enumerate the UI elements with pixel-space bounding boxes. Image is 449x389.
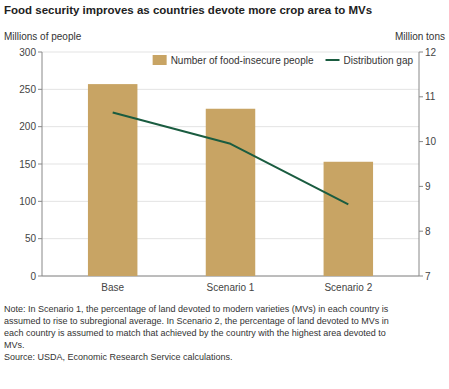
y-tick-label: 0 bbox=[30, 271, 36, 282]
note: each country is assumed to match that ac… bbox=[4, 328, 386, 338]
x-tick-label: Scenario 2 bbox=[324, 282, 372, 293]
note: assumed to rise to subregional average. … bbox=[4, 316, 389, 326]
y2-axis-line bbox=[419, 52, 420, 276]
note: Note: In Scenario 1, the percentage of l… bbox=[4, 304, 389, 314]
y2-tick bbox=[419, 276, 423, 277]
y-tick bbox=[38, 126, 42, 127]
y2-tick bbox=[419, 186, 423, 187]
y2-tick bbox=[419, 52, 423, 53]
legend: Number of food-insecure people Distributi… bbox=[153, 55, 414, 66]
marks bbox=[88, 84, 373, 276]
axes: 0 50 100 150 200 250 300 7 8 9 10 11 12 Base Scenario … bbox=[19, 47, 436, 294]
y2-tick bbox=[419, 96, 423, 97]
grid-line bbox=[42, 52, 419, 53]
line bbox=[113, 112, 349, 204]
y2-tick-label: 10 bbox=[425, 136, 437, 147]
legend-item: Distribution gap bbox=[326, 55, 414, 66]
legend-label: Distribution gap bbox=[344, 55, 414, 66]
y-axis-label: Millions of people bbox=[4, 31, 82, 42]
y2-tick bbox=[419, 231, 423, 232]
note: MVs. bbox=[4, 340, 25, 350]
y-tick-label: 200 bbox=[19, 121, 36, 132]
y2-tick-label: 11 bbox=[425, 91, 436, 102]
note: Source: USDA, Economic Research Service … bbox=[4, 352, 233, 362]
legend-label: Number of food-insecure people bbox=[171, 55, 314, 66]
y-tick-label: 250 bbox=[19, 84, 36, 95]
y-tick bbox=[38, 201, 42, 202]
y2-tick-label: 12 bbox=[425, 47, 437, 58]
y-tick bbox=[38, 52, 42, 53]
chart: Food security improves as countries devo… bbox=[0, 0, 449, 389]
legend-swatch bbox=[326, 59, 340, 61]
y-tick bbox=[38, 89, 42, 90]
title: Food security improves as countries devo… bbox=[4, 4, 372, 16]
y-tick-label: 150 bbox=[19, 159, 36, 170]
y-tick-label: 100 bbox=[19, 196, 36, 207]
y2-tick-label: 9 bbox=[425, 181, 431, 192]
y2-tick-label: 8 bbox=[425, 226, 431, 237]
bar bbox=[206, 109, 255, 276]
y2-axis-label: Million tons bbox=[395, 31, 445, 42]
legend-item: Number of food-insecure people bbox=[153, 55, 314, 66]
y-tick-label: 50 bbox=[25, 233, 37, 244]
legend-swatch bbox=[153, 55, 167, 65]
y2-tick-label: 7 bbox=[425, 271, 431, 282]
y-tick bbox=[38, 238, 42, 239]
y-tick-label: 300 bbox=[19, 47, 36, 58]
x-tick-label: Base bbox=[101, 282, 124, 293]
y2-tick bbox=[419, 141, 423, 142]
y-tick bbox=[38, 276, 42, 277]
y-axis-line bbox=[42, 52, 43, 276]
y-tick bbox=[38, 164, 42, 165]
notes: Note: In Scenario 1, the percentage of l… bbox=[4, 304, 389, 362]
x-tick-label: Scenario 1 bbox=[207, 282, 255, 293]
bar bbox=[324, 162, 373, 276]
